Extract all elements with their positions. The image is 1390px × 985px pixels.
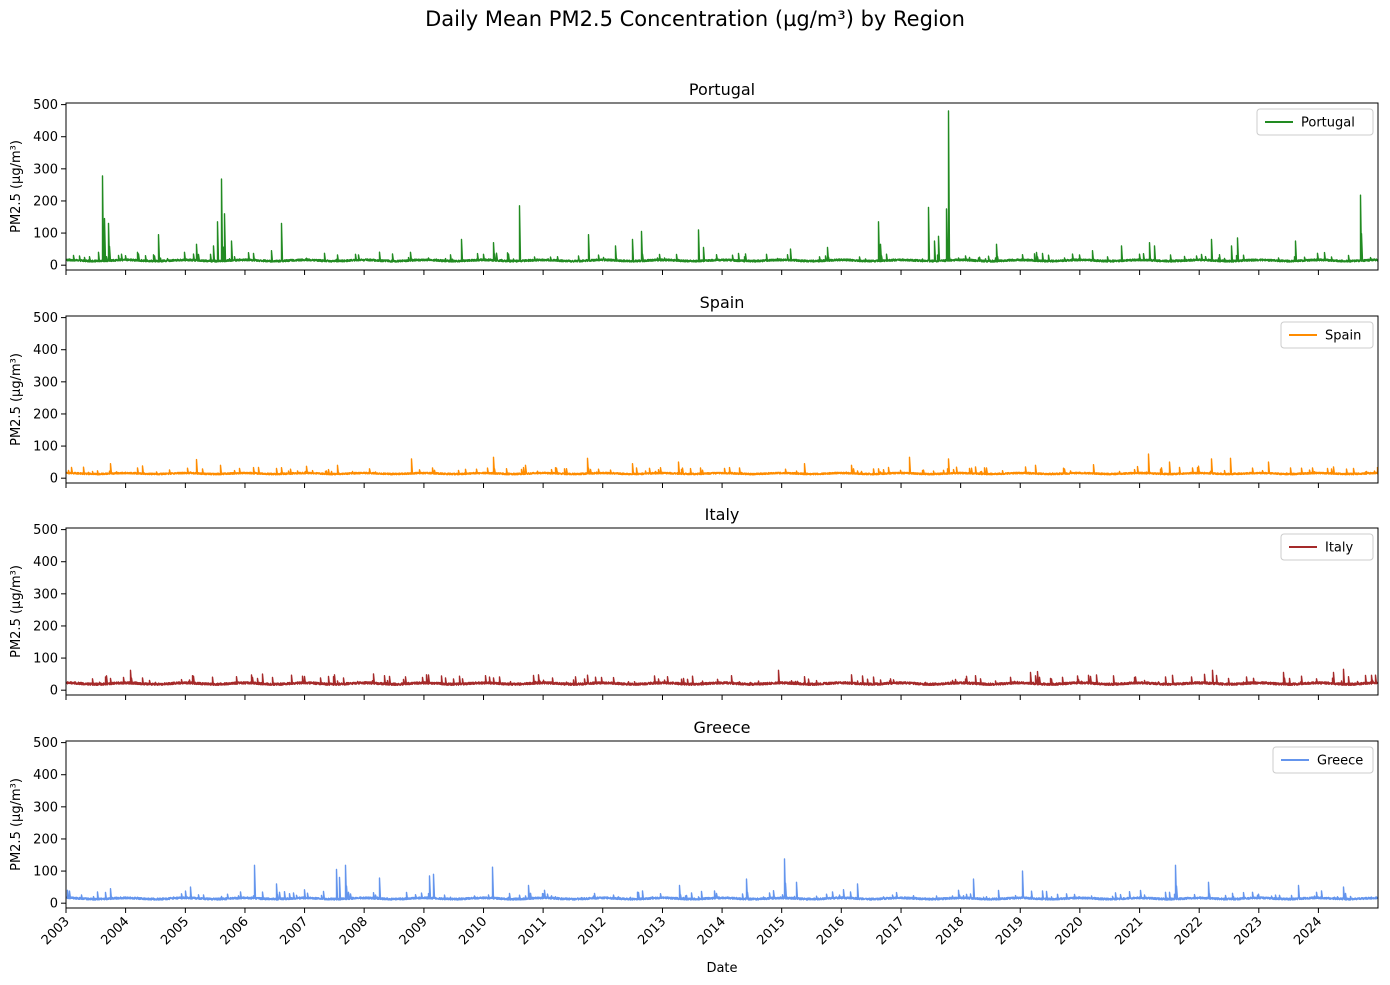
legend: Portugal [1256,108,1374,136]
y-tick-label: 500 [33,311,58,326]
plot-frame [65,740,1379,909]
y-axis-label: PM2.5 (µg/m³) [9,140,24,233]
legend-label: Spain [1325,329,1361,344]
panel-title: Italy [705,505,740,524]
panel-title: Portugal [689,80,755,99]
x-tick-label: 2007 [277,914,311,948]
legend-box [1280,533,1374,561]
y-tick-label: 200 [33,194,58,209]
y-tick-label: 400 [33,555,58,570]
panel-greece: Greece PM2.5 (µg/m³) 0 100 200 300 400 500 2003 2… [9,718,1379,948]
y-axis-label: PM2.5 (µg/m³) [9,778,24,871]
y-tick-label: 300 [33,162,58,177]
y-tick-label: 100 [33,652,58,667]
legend-label: Greece [1317,754,1363,769]
x-tick-label: 2020 [1053,914,1087,948]
legend: Greece [1272,746,1374,774]
plot-frame [65,527,1379,696]
y-tick-label: 400 [33,768,58,783]
x-tick-label: 2018 [933,914,967,948]
x-tick-label: 2010 [456,914,490,948]
panel-italy: Italy PM2.5 (µg/m³) 0 100 200 300 400 500 Italy [9,505,1379,700]
x-tick-label: 2022 [1172,914,1206,948]
y-tick-label: 200 [33,407,58,422]
y-tick-label: 200 [33,832,58,847]
x-tick-label: 2005 [158,914,192,948]
y-tick-label: 0 [50,472,58,487]
x-tick-label: 2019 [993,914,1027,948]
x-tick-label: 2008 [337,914,371,948]
x-tick-label: 2016 [814,914,848,948]
figure-title: Daily Mean PM2.5 Concentration (µg/m³) b… [425,7,965,31]
x-tick-label: 2023 [1232,914,1266,948]
plot-frame [65,102,1379,271]
series-line-greece [66,858,1378,901]
legend-box [1256,108,1374,136]
legend: Spain [1280,321,1374,349]
y-axis-label: PM2.5 (µg/m³) [9,565,24,658]
y-tick-label: 400 [33,343,58,358]
x-tick-label: 2012 [576,914,610,948]
series-line-italy [66,668,1378,686]
y-axis-label: PM2.5 (µg/m³) [9,353,24,446]
y-tick-label: 100 [33,227,58,242]
x-tick-label: 2009 [397,914,431,948]
y-tick-label: 0 [50,259,58,274]
x-tick-label: 2024 [1291,914,1325,948]
y-tick-label: 100 [33,440,58,455]
x-tick-label: 2013 [635,914,669,948]
panel-title: Greece [694,718,751,737]
y-tick-label: 0 [50,684,58,699]
x-tick-label: 2004 [98,914,132,948]
panel-title: Spain [700,293,745,312]
y-tick-label: 500 [33,523,58,538]
x-tick-label: 2021 [1112,914,1146,948]
y-tick-label: 500 [33,736,58,751]
legend-label: Portugal [1301,116,1355,131]
panel-spain: Spain PM2.5 (µg/m³) 0 100 200 300 400 500 Spain [9,293,1379,488]
series-line-spain [66,453,1378,476]
legend-box [1272,746,1374,774]
x-tick-label: 2011 [516,914,550,948]
y-tick-label: 300 [33,375,58,390]
y-tick-label: 500 [33,98,58,113]
legend: Italy [1280,533,1374,561]
x-tick-label: 2003 [39,914,73,948]
legend-label: Italy [1325,541,1354,556]
x-tick-label: 2017 [874,914,908,948]
y-tick-label: 100 [33,865,58,880]
y-tick-label: 300 [33,587,58,602]
legend-box [1280,321,1374,349]
y-tick-label: 200 [33,619,58,634]
series-line-portugal [66,110,1378,263]
x-axis-label: Date [706,961,737,976]
x-tick-label: 2014 [695,914,729,948]
y-tick-label: 300 [33,800,58,815]
x-tick-label: 2015 [755,914,789,948]
y-tick-label: 400 [33,130,58,145]
panel-portugal: Portugal PM2.5 (µg/m³) 0 100 200 300 400 500 Por… [9,80,1379,275]
plot-frame [65,315,1379,484]
y-tick-label: 0 [50,897,58,912]
x-tick-label: 2006 [218,914,252,948]
